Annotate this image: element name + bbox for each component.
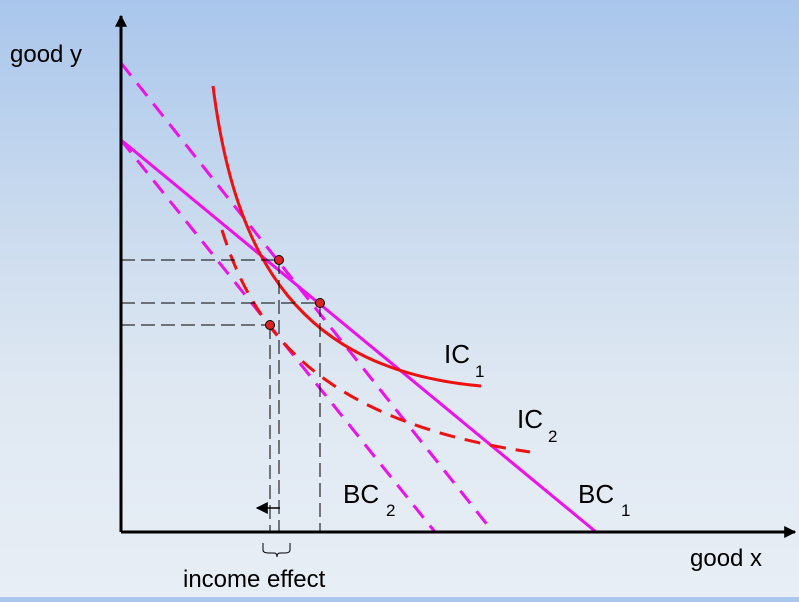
bc2-label: BC 2 bbox=[343, 479, 395, 520]
income-effect-bracket bbox=[262, 543, 291, 558]
bc1-label-subscript: 1 bbox=[621, 501, 630, 520]
bc2-label-main: BC bbox=[343, 479, 379, 509]
ic2-indifference-curve bbox=[220, 229, 531, 454]
bc1-budget-line bbox=[120, 138, 597, 534]
bc1-label-main: BC bbox=[578, 479, 614, 509]
ic1-label-main: IC bbox=[444, 339, 470, 369]
ic1-indifference-curve bbox=[211, 85, 482, 388]
income-effect-label: income effect bbox=[183, 566, 326, 593]
bc2-label-subscript: 2 bbox=[386, 501, 395, 520]
ic1-label-subscript: 1 bbox=[475, 362, 484, 381]
y-axis-label: good y bbox=[10, 41, 82, 68]
ic2-label-main: IC bbox=[517, 404, 543, 434]
tangent-point-ic1-bc1 bbox=[315, 298, 325, 308]
bc1-label: BC 1 bbox=[578, 479, 630, 520]
optimal-point-ic1-bc1 bbox=[274, 255, 284, 265]
optimal-point-ic2-bc2 bbox=[265, 320, 275, 330]
x-axis-label: good x bbox=[690, 545, 762, 572]
ic1-label: IC 1 bbox=[444, 339, 484, 381]
ic2-label-subscript: 2 bbox=[548, 427, 557, 446]
bc1-dashed-parallel-line bbox=[119, 62, 495, 533]
ic2-label: IC 2 bbox=[517, 404, 557, 446]
bc2-budget-line bbox=[119, 139, 437, 533]
